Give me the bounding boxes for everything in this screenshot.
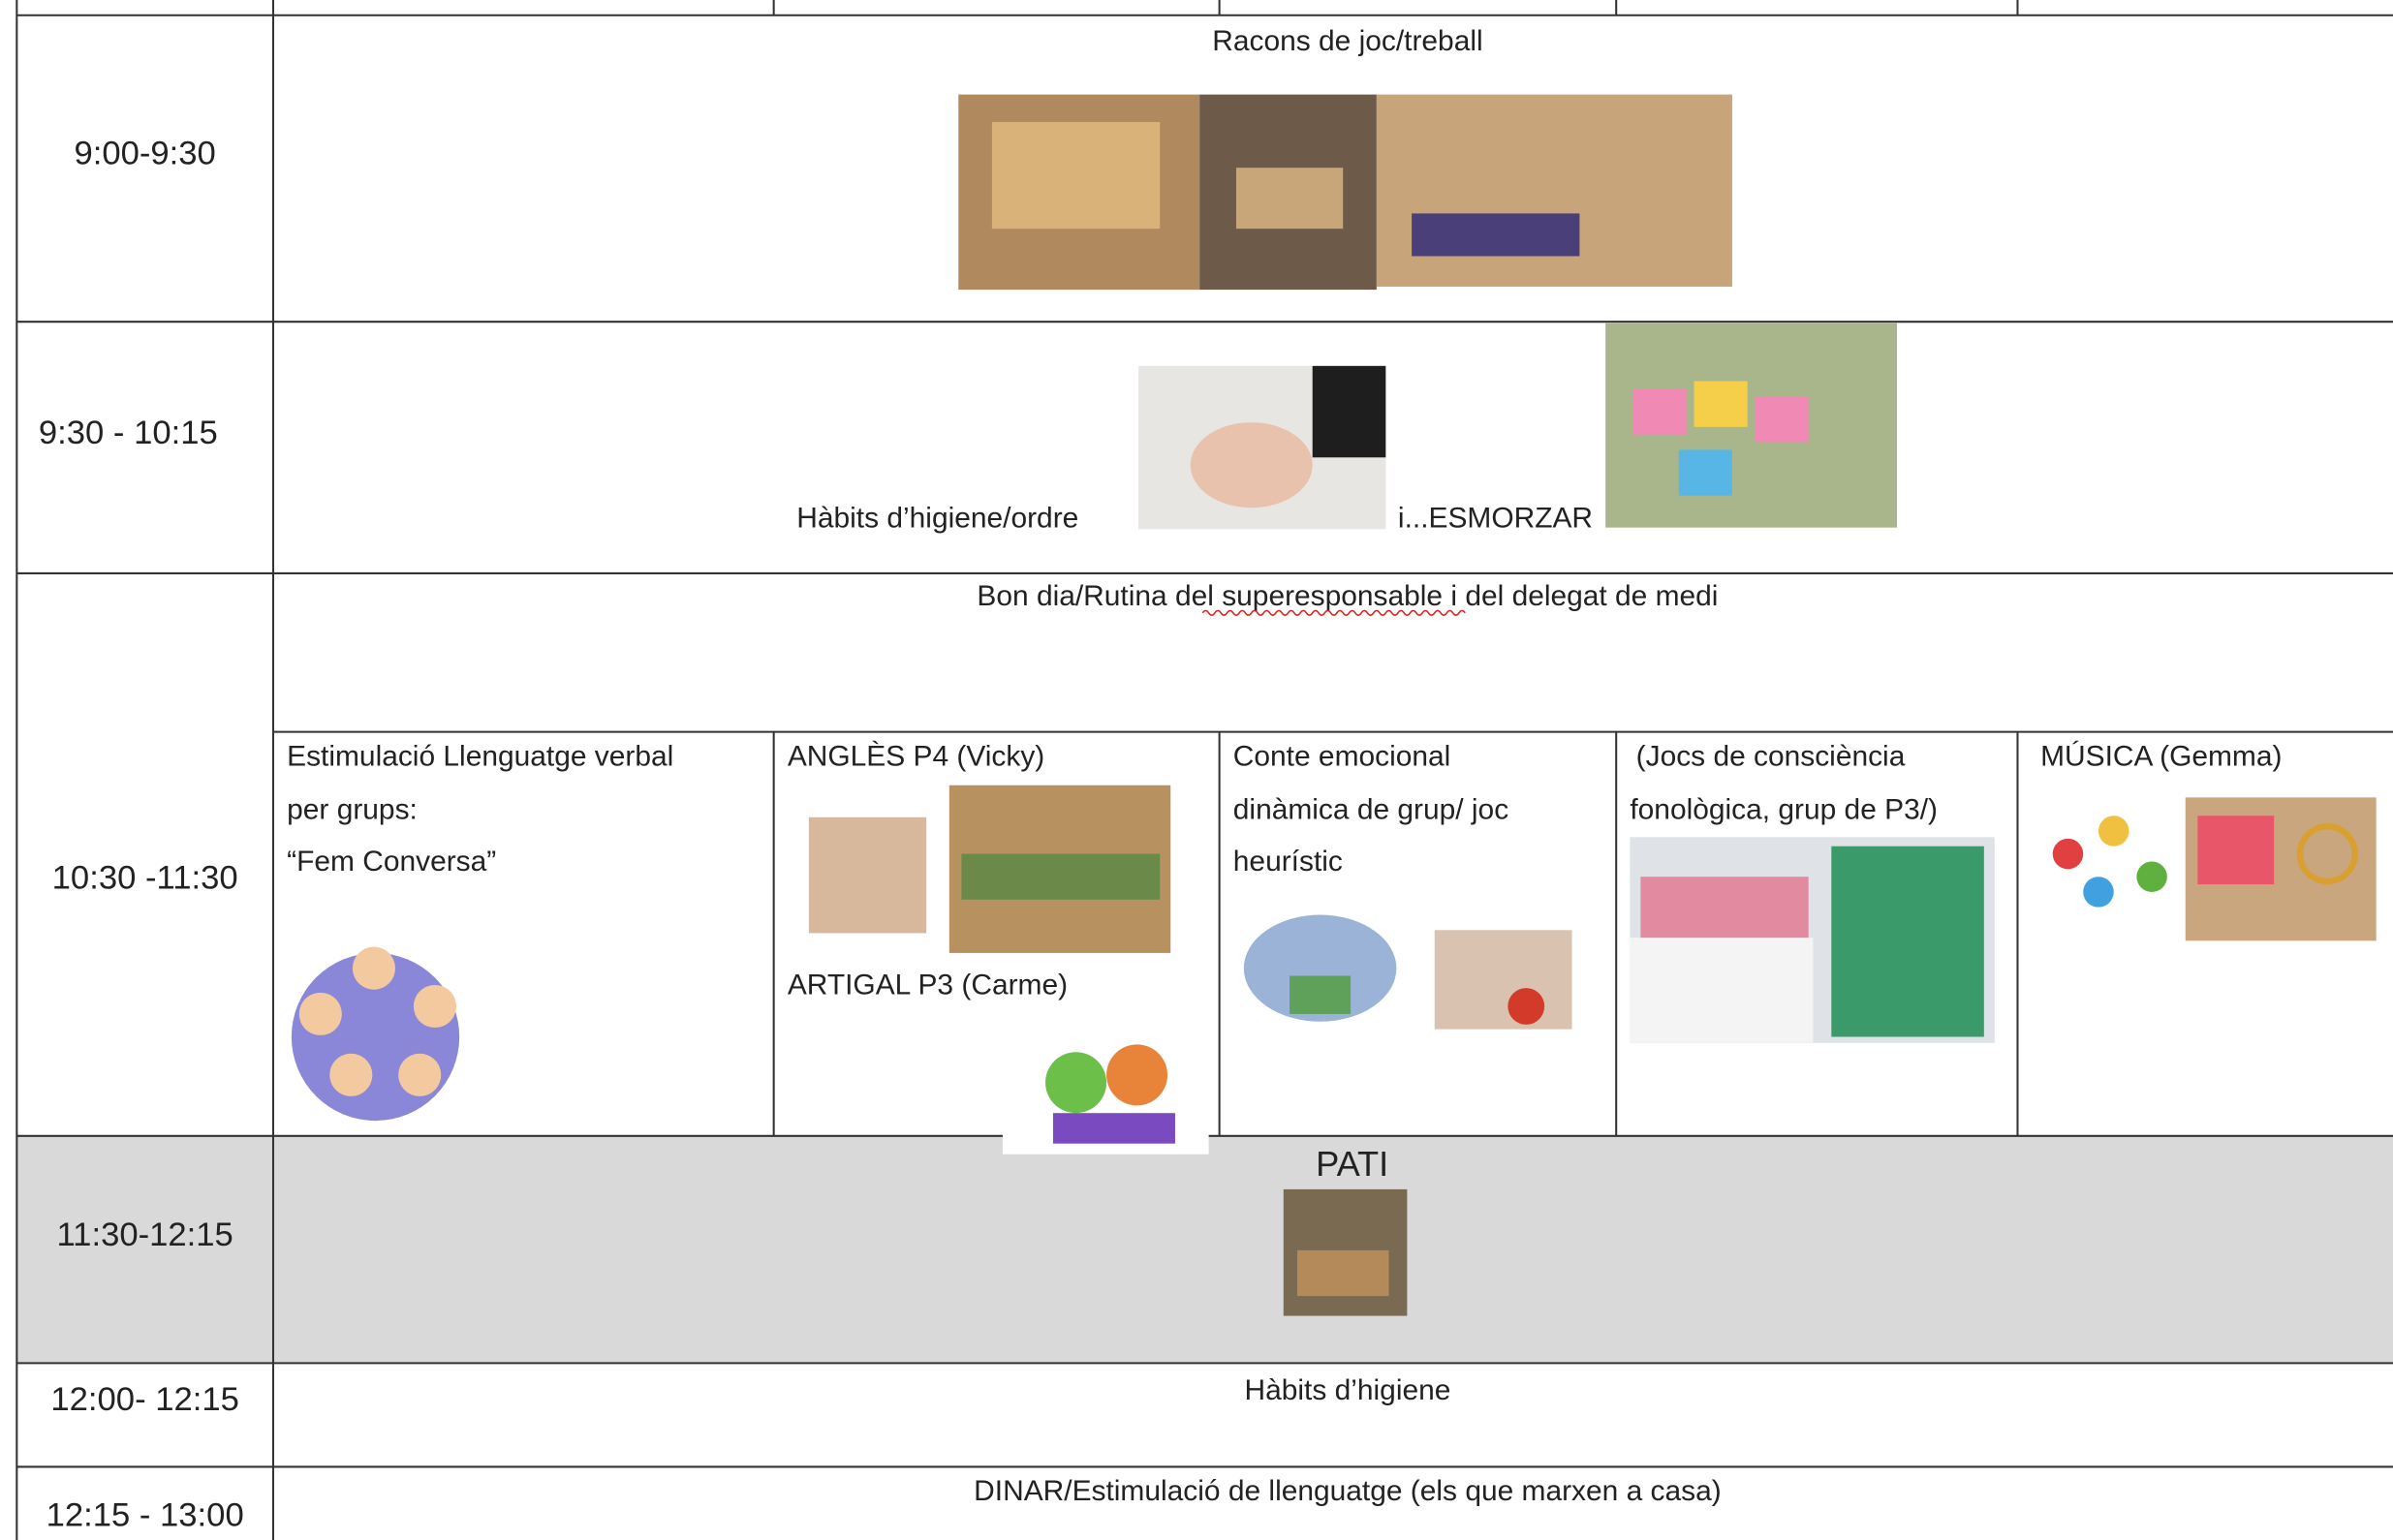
photo — [1283, 1188, 1408, 1316]
group-text: ARTIGAL P3 (Carme) — [788, 969, 1068, 1001]
photo — [2185, 797, 2377, 941]
group-text: per grups: — [287, 793, 418, 825]
group-text: Estimulació Llenguatge verbal — [287, 740, 673, 772]
time: 9:30 - 10:15 — [39, 415, 218, 451]
spellcheck-underline — [1201, 609, 1466, 616]
photo — [1138, 365, 1386, 530]
time: 9:00-9:30 — [74, 136, 215, 172]
group-text: (Jocs de consciència — [1636, 740, 1906, 772]
time: 12:15 - 13:00 — [47, 1497, 244, 1534]
group-text: ANGLÈS P4 (Vicky) — [788, 740, 1044, 772]
illustration — [1243, 914, 1572, 1030]
time: 12:00- 12:15 — [50, 1381, 239, 1418]
grid — [16, 0, 2393, 1540]
row-background — [16, 1135, 2393, 1364]
illustration — [291, 946, 460, 1122]
activity: Bon dia/Rutina del superesponsable i del… — [977, 580, 1718, 612]
illustration — [2052, 816, 2167, 908]
illustration — [1002, 1006, 1209, 1155]
activity: Hàbits d’higiene/ordre — [796, 503, 1078, 535]
photo — [958, 94, 1732, 291]
time: 10:30 -11:30 — [52, 860, 238, 897]
activity: Racons de joc/treball — [1212, 25, 1482, 57]
photo — [1630, 837, 1995, 1043]
activity: i...ESMORZAR — [1398, 503, 1593, 535]
activity: DINAR/Estimulació de llenguatge (els que… — [974, 1475, 1722, 1507]
group-text: Conte emocional — [1233, 740, 1451, 772]
group-text: heurístic — [1233, 846, 1343, 878]
activity: PATI — [1316, 1144, 1388, 1184]
time: 11:30-12:15 — [56, 1217, 233, 1253]
group-text: dinàmica de grup/ joc — [1233, 793, 1508, 825]
group-text: fonològica, grup de P3/) — [1630, 793, 1938, 825]
photo — [808, 785, 1171, 953]
group-text: MÚSICA (Gemma) — [2040, 740, 2282, 772]
photo — [1605, 323, 1898, 528]
group-text: “Fem Conversa” — [287, 846, 496, 878]
activity: Hàbits d’higiene — [1245, 1374, 1451, 1406]
